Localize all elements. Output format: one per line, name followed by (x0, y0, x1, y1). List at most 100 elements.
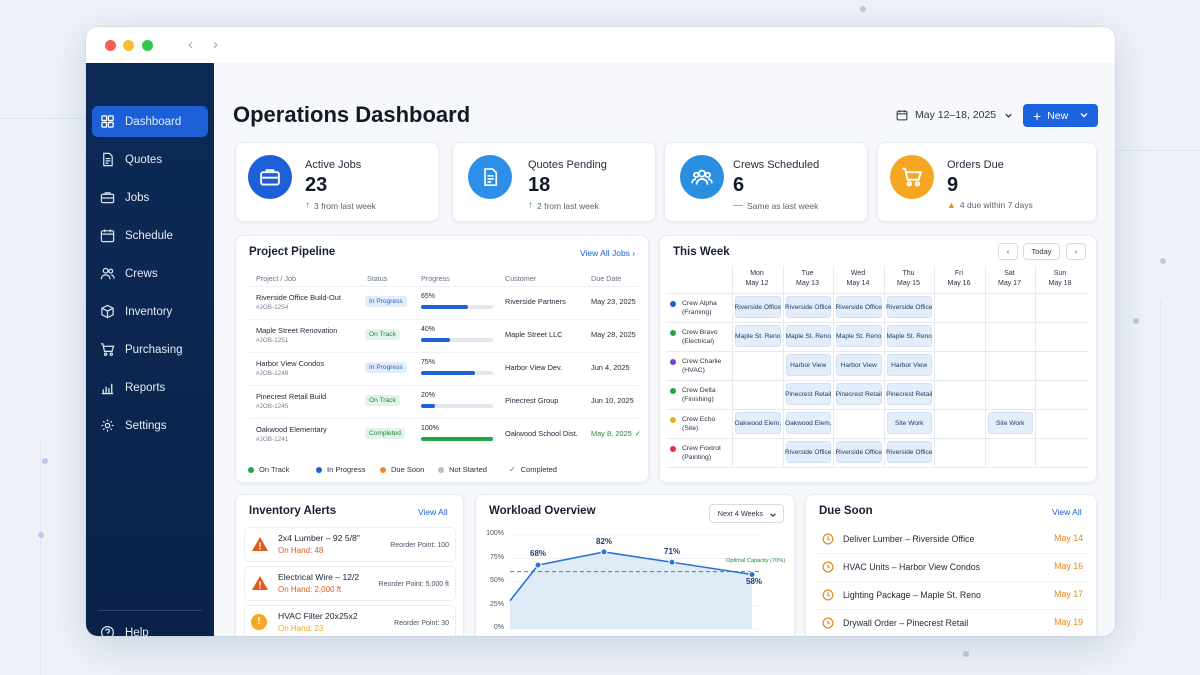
reorder-point: Reorder Point: 5,000 ft (378, 581, 449, 588)
link-label: View All Jobs (580, 248, 630, 258)
schedule-block[interactable]: Riverside Office (735, 296, 781, 318)
data-point[interactable] (534, 561, 542, 569)
previous-week-button[interactable]: ‹ (998, 243, 1018, 260)
card-title: Project Pipeline (249, 246, 336, 258)
progress-percent: 75% (421, 359, 436, 366)
stat-value: 23 (305, 174, 328, 196)
sidebar-item-schedule[interactable]: Schedule (92, 220, 208, 251)
due-date: May 28, 2025 (591, 330, 636, 339)
schedule-block[interactable]: Riverside Office (785, 296, 831, 318)
crew-color-dot (670, 330, 676, 336)
main-content: Operations Dashboard May 12–18, 2025 + N… (214, 63, 1115, 636)
next-week-button[interactable]: › (1066, 243, 1086, 260)
schedule-block[interactable]: Pinecrest Retail (836, 383, 882, 405)
dropdown-label: Next 4 Weeks (717, 509, 763, 518)
grid-line (666, 438, 1088, 439)
table-row[interactable] (246, 320, 638, 352)
table-row[interactable] (246, 419, 638, 451)
back-arrow-icon[interactable]: ‹ (188, 36, 193, 53)
schedule-block[interactable]: Harbor View (785, 354, 831, 376)
crew-label: Crew Charlie (HVAC) (670, 357, 721, 375)
customer-name: Oakwood School Dist. (505, 429, 578, 438)
inventory-alert-item[interactable]: ! Electrical Wire – 12/2 On Hand: 2,000 ft… (244, 566, 456, 601)
status-badge: In Progress (365, 296, 407, 307)
due-item[interactable]: Deliver Lumber – Riverside Office (822, 533, 974, 545)
check-circle-icon: ✓ (634, 429, 641, 438)
view-all-due-link[interactable]: View All (1052, 507, 1082, 517)
maximize-window-button[interactable] (142, 40, 153, 51)
card-title: Due Soon (819, 505, 873, 517)
schedule-block[interactable]: Maple St. Reno (886, 325, 932, 347)
table-row[interactable] (246, 353, 638, 385)
date-range-picker[interactable]: May 12–18, 2025 (896, 109, 1020, 121)
stat-card-active-jobs[interactable]: Active Jobs 23 ↑ 3 from last week (235, 142, 439, 222)
card-title: This Week (673, 246, 730, 258)
stat-card-orders-due[interactable]: Orders Due 9 ▲ 4 due within 7 days (877, 142, 1097, 222)
today-button[interactable]: Today (1023, 243, 1060, 260)
data-point[interactable] (668, 558, 676, 566)
stat-card-crews-scheduled[interactable]: Crews Scheduled 6 — Same as last week (664, 142, 868, 222)
customer-name: Harbor View Dev. (505, 363, 563, 372)
schedule-block[interactable]: Maple St. Reno (836, 325, 882, 347)
crew-name: Crew Bravo (682, 329, 718, 336)
sidebar-item-reports[interactable]: Reports (92, 372, 208, 403)
stat-delta-text: 3 from last week (314, 200, 376, 211)
data-point[interactable] (748, 570, 756, 578)
sidebar-item-jobs[interactable]: Jobs (92, 182, 208, 213)
stat-card-quotes-pending[interactable]: Quotes Pending 18 ↑ 2 from last week (452, 142, 656, 222)
forward-arrow-icon[interactable]: › (213, 36, 218, 53)
grid-line (1035, 266, 1036, 466)
schedule-block[interactable]: Pinecrest Retail (785, 383, 831, 405)
new-button[interactable]: + New (1023, 104, 1098, 127)
day-header: Fri May 16 (935, 269, 983, 289)
inventory-alert-item[interactable]: ! 2x4 Lumber – 92 5/8" On Hand: 48 Reorder … (244, 527, 456, 562)
schedule-block[interactable]: Harbor View (886, 354, 932, 376)
schedule-block[interactable]: Maple St. Reno (785, 325, 831, 347)
clock-icon (822, 561, 834, 573)
sidebar-item-dashboard[interactable]: Dashboard (92, 106, 208, 137)
sidebar-item-quotes[interactable]: Quotes (92, 144, 208, 175)
schedule-block[interactable]: Riverside Office (886, 441, 932, 463)
schedule-block[interactable]: Riverside Office (836, 441, 882, 463)
day-header: Sat May 17 (986, 269, 1034, 289)
data-point[interactable] (600, 548, 608, 556)
sidebar-item-label: Crews (125, 267, 158, 280)
sidebar-item-crews[interactable]: Crews (92, 258, 208, 289)
sidebar-item-help[interactable]: Help (92, 617, 208, 636)
view-all-inventory-link[interactable]: View All (418, 507, 448, 517)
schedule-block[interactable]: Harbor View (836, 354, 882, 376)
day-of-week: Tue (801, 270, 814, 277)
schedule-block[interactable]: Riverside Office (785, 441, 831, 463)
customer-name: Pinecrest Group (505, 396, 559, 405)
schedule-block[interactable]: Oakwood Elem. (734, 412, 781, 434)
crew-text: Crew Bravo (Electrical) (682, 328, 718, 346)
view-all-jobs-link[interactable]: View All Jobs › (580, 248, 636, 258)
schedule-block[interactable]: Site Work (987, 412, 1033, 434)
sidebar-item-settings[interactable]: Settings (92, 410, 208, 441)
sidebar-item-purchasing[interactable]: Purchasing (92, 334, 208, 365)
table-row[interactable] (246, 386, 638, 418)
due-item[interactable]: HVAC Units – Harbor View Condos (822, 561, 980, 573)
schedule-block[interactable]: Pinecrest Retail (886, 383, 932, 405)
schedule-block[interactable]: Riverside Office (886, 296, 932, 318)
close-window-button[interactable] (105, 40, 116, 51)
schedule-block[interactable]: Maple St. Reno (735, 325, 781, 347)
day-date: May 18 (1048, 280, 1072, 287)
day-date: May 13 (796, 280, 819, 287)
workload-range-dropdown[interactable]: Next 4 Weeks (708, 504, 784, 523)
due-item[interactable]: Drywall Order – Pinecrest Retail (822, 617, 968, 629)
table-row[interactable] (246, 287, 638, 319)
job-name: Pinecrest Retail Build (256, 392, 327, 401)
schedule-block[interactable]: Oakwood Elem. (785, 412, 832, 434)
due-item-date: May 19 (1054, 617, 1083, 627)
sidebar-item-label: Inventory (125, 305, 173, 318)
sidebar-item-inventory[interactable]: Inventory (92, 296, 208, 327)
sidebar-item-label: Settings (125, 419, 167, 432)
due-item[interactable]: Lighting Package – Maple St. Reno (822, 589, 981, 601)
day-header: Mon May 12 (733, 269, 781, 289)
schedule-block[interactable]: Site Work (886, 412, 932, 434)
inventory-alert-item[interactable]: ! HVAC Filter 20x25x2 On Hand: 23 Reorder P… (244, 605, 456, 636)
schedule-block[interactable]: Riverside Office (836, 296, 882, 318)
status-badge: On Track (365, 329, 400, 340)
minimize-window-button[interactable] (123, 40, 134, 51)
